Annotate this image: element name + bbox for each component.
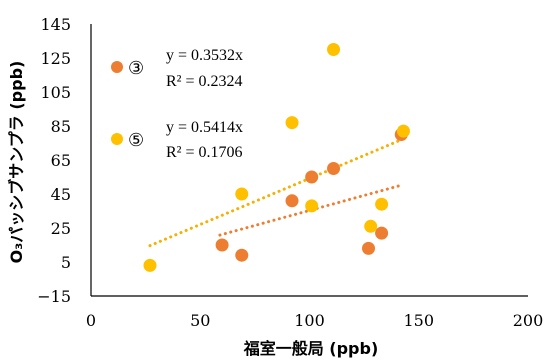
y-tick-label: 65 (51, 151, 71, 170)
data-point-series-5 (285, 116, 299, 130)
data-points (143, 43, 410, 272)
data-point-series-5 (396, 124, 410, 138)
data-point-series-5 (235, 187, 249, 201)
y-tick-label: 45 (51, 185, 71, 204)
r-squared-series-3: R² = 0.2324 (166, 73, 243, 90)
data-point-series-3 (361, 241, 375, 255)
data-point-series-5 (327, 43, 341, 56)
y-tick-labels: −15 5 25 45 65 85 105 125 145 (37, 15, 71, 306)
y-tick-label: 5 (61, 253, 71, 272)
data-point-series-3 (327, 162, 341, 175)
equation-series-5: y = 0.5414x (166, 119, 243, 136)
data-point-series-5 (143, 258, 157, 272)
legend-label-series-3: ③ (128, 58, 144, 79)
data-point-series-5 (305, 199, 319, 213)
y-tick-label: 125 (40, 49, 71, 68)
data-point-series-3 (285, 194, 299, 208)
y-axis-title: O₃パッシブサンプラ (ppb) (7, 61, 26, 264)
data-point-series-3 (215, 238, 229, 252)
y-tick-label: −15 (37, 287, 71, 306)
trendline-series-5 (148, 137, 405, 248)
legend-marker-series-3 (111, 61, 123, 73)
x-axis-title: 福室一般局 (ppb) (243, 339, 379, 358)
data-point-series-3 (375, 226, 389, 240)
y-tick-label: 105 (40, 83, 71, 102)
x-tick-labels: 0 50 100 150 200 (86, 311, 543, 330)
y-tick-label: 85 (51, 117, 71, 136)
axes (90, 24, 528, 297)
data-point-series-3 (305, 170, 319, 184)
y-tick-label: 145 (40, 15, 71, 34)
data-point-series-5 (364, 219, 378, 233)
legend-label-series-5: ⑤ (128, 130, 144, 151)
x-tick-label: 0 (86, 311, 96, 330)
x-tick-label: 50 (190, 311, 210, 330)
equation-series-3: y = 0.3532x (166, 47, 243, 64)
x-tick-label: 200 (513, 311, 544, 330)
legend: ③ y = 0.3532x R² = 0.2324 ⑤ y = 0.5414x … (111, 47, 243, 161)
data-point-series-5 (375, 197, 389, 211)
r-squared-series-5: R² = 0.1706 (166, 144, 243, 161)
legend-marker-series-5 (111, 133, 123, 145)
data-point-series-3 (235, 248, 249, 262)
x-tick-label: 150 (403, 311, 434, 330)
y-tick-label: 25 (51, 219, 71, 238)
x-tick-label: 100 (294, 311, 325, 330)
